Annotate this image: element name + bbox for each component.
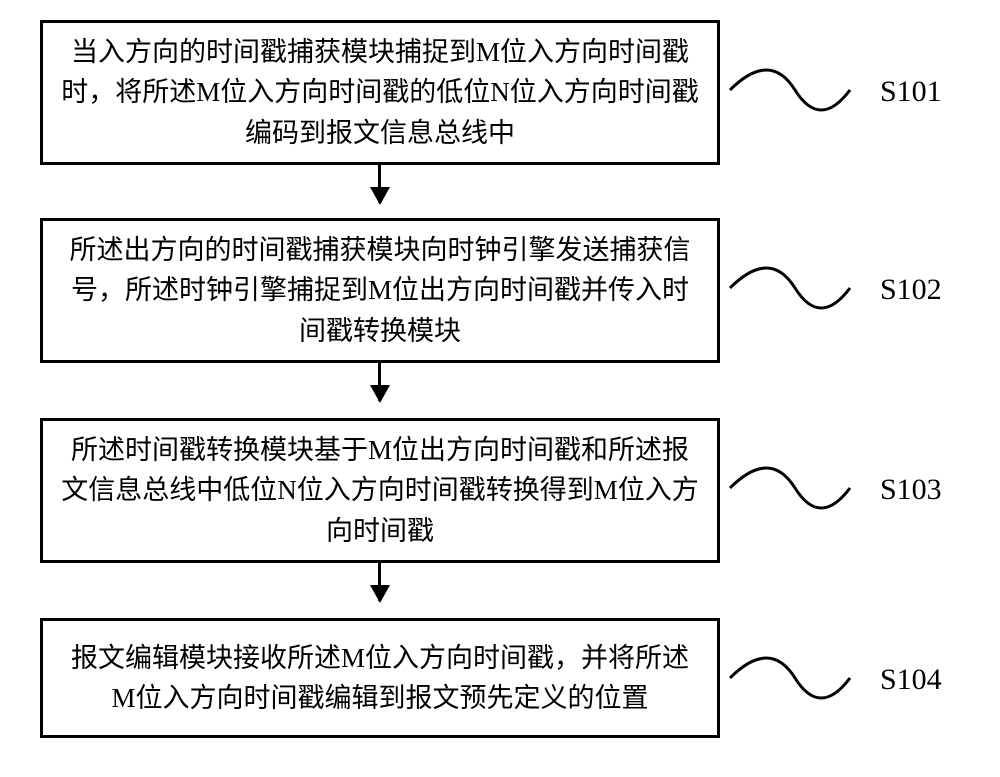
connector-curve-s103 <box>725 458 855 518</box>
step-box-s104: 报文编辑模块接收所述M位入方向时间戳，并将所述M位入方向时间戳编辑到报文预先定义… <box>40 618 720 738</box>
step-label-s102: S102 <box>880 273 942 307</box>
arrow-3 <box>378 563 381 601</box>
flowchart-container: 当入方向的时间戳捕获模块捕捉到M位入方向时间戳时，将所述M位入方向时间戳的低位N… <box>0 0 1000 777</box>
step-label-s104: S104 <box>880 663 942 697</box>
step-box-s102: 所述出方向的时间戳捕获模块向时钟引擎发送捕获信号，所述时钟引擎捕捉到M位出方向时… <box>40 218 720 363</box>
step-label-s103: S103 <box>880 473 942 507</box>
step-box-s103: 所述时间戳转换模块基于M位出方向时间戳和所述报文信息总线中低位N位入方向时间戳转… <box>40 418 720 563</box>
step-box-s101: 当入方向的时间戳捕获模块捕捉到M位入方向时间戳时，将所述M位入方向时间戳的低位N… <box>40 20 720 165</box>
step-text-s104: 报文编辑模块接收所述M位入方向时间戳，并将所述M位入方向时间戳编辑到报文预先定义… <box>61 638 699 719</box>
step-text-s102: 所述出方向的时间戳捕获模块向时钟引擎发送捕获信号，所述时钟引擎捕捉到M位出方向时… <box>61 230 699 352</box>
connector-curve-s102 <box>725 258 855 318</box>
arrow-2 <box>378 363 381 401</box>
connector-curve-s104 <box>725 648 855 708</box>
step-text-s101: 当入方向的时间戳捕获模块捕捉到M位入方向时间戳时，将所述M位入方向时间戳的低位N… <box>61 32 699 154</box>
step-label-s101: S101 <box>880 75 942 109</box>
connector-curve-s101 <box>725 60 855 120</box>
arrow-1 <box>378 165 381 203</box>
step-text-s103: 所述时间戳转换模块基于M位出方向时间戳和所述报文信息总线中低位N位入方向时间戳转… <box>61 430 699 552</box>
